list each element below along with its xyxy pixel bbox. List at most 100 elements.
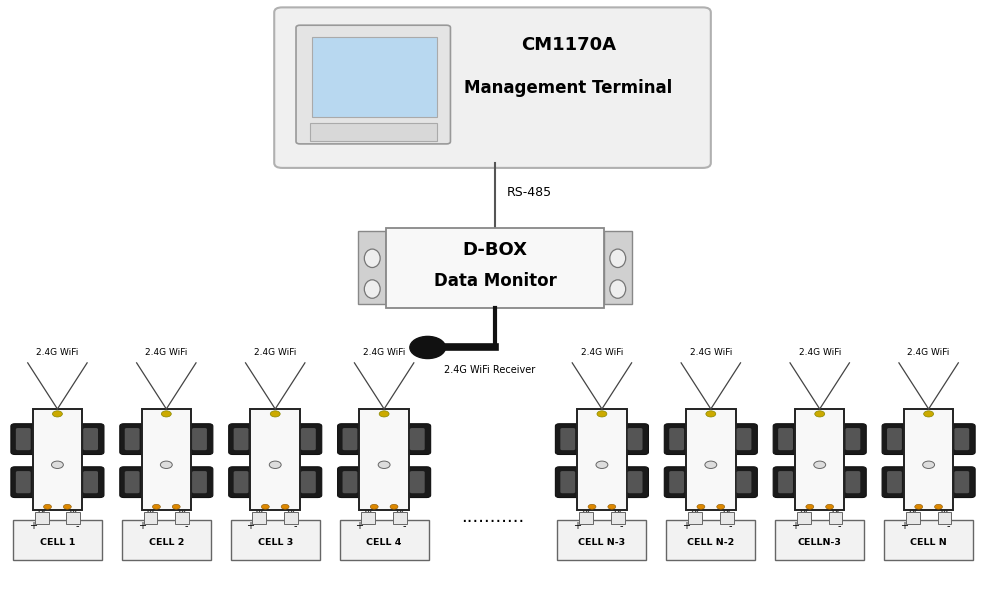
FancyBboxPatch shape: [954, 471, 969, 493]
FancyBboxPatch shape: [664, 467, 690, 498]
Ellipse shape: [610, 280, 626, 298]
Circle shape: [806, 504, 814, 509]
Circle shape: [44, 504, 51, 509]
FancyBboxPatch shape: [78, 424, 104, 454]
Bar: [775, 520, 864, 560]
Bar: [122, 520, 211, 560]
FancyBboxPatch shape: [732, 424, 757, 454]
FancyBboxPatch shape: [949, 424, 975, 454]
Circle shape: [935, 504, 942, 509]
Bar: [359, 409, 409, 510]
FancyBboxPatch shape: [296, 25, 450, 144]
Circle shape: [269, 461, 281, 469]
FancyBboxPatch shape: [841, 424, 866, 454]
Bar: [231, 520, 320, 560]
Text: 2.4G WiFi: 2.4G WiFi: [908, 347, 949, 357]
Text: 2.4G WiFi: 2.4G WiFi: [363, 347, 405, 357]
Bar: [142, 409, 191, 510]
Bar: [666, 520, 755, 560]
FancyBboxPatch shape: [845, 428, 860, 450]
Circle shape: [261, 504, 269, 509]
Bar: [284, 512, 298, 524]
Text: CELL 3: CELL 3: [257, 538, 293, 547]
FancyBboxPatch shape: [845, 471, 860, 493]
Bar: [310, 123, 437, 141]
Circle shape: [370, 504, 378, 509]
Bar: [35, 512, 49, 524]
FancyBboxPatch shape: [405, 424, 431, 454]
Bar: [144, 512, 157, 524]
FancyBboxPatch shape: [83, 471, 98, 493]
Text: +: +: [355, 521, 363, 531]
FancyBboxPatch shape: [338, 424, 363, 454]
FancyBboxPatch shape: [120, 424, 146, 454]
Ellipse shape: [364, 249, 380, 268]
Ellipse shape: [610, 249, 626, 268]
Text: RS-485: RS-485: [507, 186, 552, 199]
Bar: [579, 512, 593, 524]
FancyBboxPatch shape: [234, 471, 248, 493]
Text: CELL 2: CELL 2: [148, 538, 184, 547]
FancyBboxPatch shape: [773, 424, 799, 454]
Text: -: -: [293, 521, 297, 531]
FancyBboxPatch shape: [192, 471, 207, 493]
Circle shape: [379, 411, 389, 417]
Circle shape: [270, 411, 280, 417]
Text: 2.4G WiFi: 2.4G WiFi: [37, 347, 78, 357]
FancyBboxPatch shape: [16, 471, 31, 493]
Text: 2.4G WiFi: 2.4G WiFi: [254, 347, 296, 357]
FancyBboxPatch shape: [16, 428, 31, 450]
FancyBboxPatch shape: [737, 471, 751, 493]
Ellipse shape: [364, 280, 380, 298]
FancyBboxPatch shape: [11, 424, 37, 454]
Bar: [340, 520, 429, 560]
Bar: [252, 512, 266, 524]
Text: CELL 4: CELL 4: [366, 538, 402, 547]
Text: Data Monitor: Data Monitor: [434, 272, 556, 290]
Text: +: +: [138, 521, 146, 531]
FancyBboxPatch shape: [410, 471, 425, 493]
FancyBboxPatch shape: [737, 428, 751, 450]
FancyBboxPatch shape: [949, 467, 975, 498]
FancyBboxPatch shape: [664, 424, 690, 454]
FancyBboxPatch shape: [120, 467, 146, 498]
Text: ...........: ...........: [461, 507, 525, 526]
Circle shape: [705, 461, 717, 469]
FancyBboxPatch shape: [405, 467, 431, 498]
Bar: [829, 512, 842, 524]
Circle shape: [717, 504, 725, 509]
Bar: [688, 512, 702, 524]
Bar: [611, 512, 625, 524]
Text: 2.4G WiFi: 2.4G WiFi: [146, 347, 187, 357]
FancyBboxPatch shape: [954, 428, 969, 450]
Circle shape: [410, 336, 446, 359]
Text: CELLN-3: CELLN-3: [798, 538, 842, 547]
Text: +: +: [791, 521, 799, 531]
Bar: [312, 37, 437, 117]
Bar: [393, 512, 407, 524]
FancyBboxPatch shape: [296, 467, 322, 498]
Circle shape: [161, 411, 171, 417]
FancyBboxPatch shape: [274, 7, 711, 168]
Circle shape: [597, 411, 607, 417]
FancyBboxPatch shape: [229, 424, 254, 454]
Bar: [175, 512, 189, 524]
FancyBboxPatch shape: [234, 428, 248, 450]
FancyBboxPatch shape: [773, 467, 799, 498]
Text: +: +: [29, 521, 37, 531]
FancyBboxPatch shape: [410, 428, 425, 450]
Circle shape: [281, 504, 289, 509]
Circle shape: [826, 504, 834, 509]
Bar: [577, 409, 627, 510]
FancyBboxPatch shape: [887, 471, 902, 493]
Text: +: +: [682, 521, 690, 531]
Text: 2.4G WiFi: 2.4G WiFi: [690, 347, 732, 357]
FancyBboxPatch shape: [125, 428, 140, 450]
Bar: [33, 409, 82, 510]
Bar: [557, 520, 646, 560]
FancyBboxPatch shape: [623, 424, 648, 454]
FancyBboxPatch shape: [83, 428, 98, 450]
Bar: [386, 228, 604, 308]
FancyBboxPatch shape: [125, 471, 140, 493]
FancyBboxPatch shape: [623, 467, 648, 498]
